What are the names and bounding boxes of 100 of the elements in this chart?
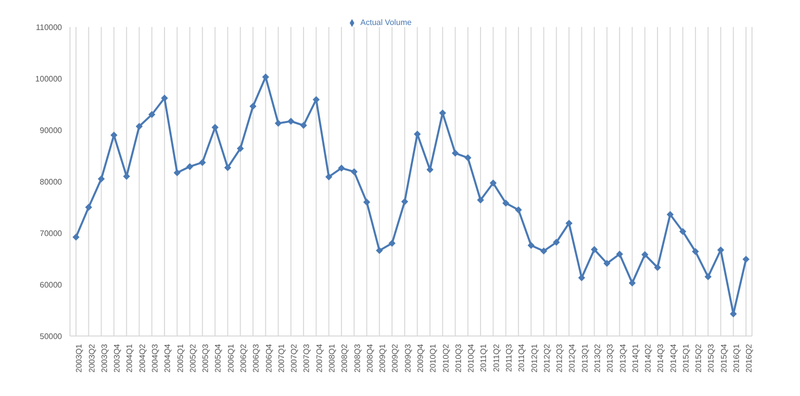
- point: [742, 256, 750, 263]
- x-tick-label: 2012Q3: [555, 343, 564, 372]
- y-tick-label: 60000: [40, 280, 63, 290]
- x-tick-label: 2014Q3: [656, 343, 666, 372]
- x-tick-label: 2005Q2: [188, 343, 198, 372]
- x-tick-label: 2006Q2: [239, 343, 248, 372]
- point: [464, 154, 472, 162]
- point: [603, 260, 610, 267]
- x-tick-label: 2006Q3: [252, 343, 261, 372]
- point: [160, 94, 168, 102]
- x-tick-label: 2005Q3: [201, 343, 210, 372]
- x-tick-label: 2013Q2: [592, 343, 602, 372]
- point: [338, 164, 345, 172]
- x-tick-label: 2013Q3: [606, 343, 615, 372]
- x-tick-label: 2010Q2: [441, 343, 450, 372]
- point: [514, 206, 522, 214]
- y-tick-label: 70000: [40, 228, 63, 238]
- point: [477, 196, 484, 204]
- point: [641, 251, 648, 258]
- x-tick-label: 2003Q1: [74, 343, 84, 372]
- point: [212, 124, 219, 131]
- x-tick-label: 2013Q1: [580, 343, 590, 372]
- x-tick-label: 2011Q1: [479, 343, 488, 372]
- y-tick-label: 80000: [40, 177, 63, 186]
- x-tick-label: 2014Q2: [644, 343, 653, 372]
- x-tick-label: 2014Q1: [630, 343, 640, 372]
- x-tick-label: 2009Q3: [403, 343, 412, 372]
- point: [376, 247, 383, 254]
- point: [198, 158, 206, 166]
- x-tick-label: 2012Q1: [530, 343, 539, 372]
- point: [692, 248, 699, 256]
- x-tick-label: 2007Q2: [290, 343, 299, 372]
- point: [628, 279, 636, 286]
- point: [540, 248, 548, 255]
- x-tick-label: 2009Q1: [378, 343, 388, 372]
- x-tick-label: 2013Q4: [618, 343, 628, 372]
- x-tick-label: 2007Q3: [302, 343, 312, 372]
- x-tick-label: 2016Q2: [744, 343, 754, 372]
- point: [452, 150, 459, 157]
- x-tick-label: 2010Q3: [454, 343, 463, 372]
- y-tick-label: 50000: [40, 332, 63, 341]
- x-tick-label: 2010Q4: [466, 343, 476, 372]
- x-tick-label: 2016Q1: [732, 343, 742, 372]
- legend-label: Actual Volume: [360, 18, 412, 27]
- x-tick-label: 2005Q4: [214, 343, 223, 372]
- x-tick-label: 2007Q4: [314, 343, 324, 372]
- point: [552, 238, 560, 246]
- x-tick-label: 2004Q4: [163, 343, 172, 372]
- point: [528, 242, 535, 249]
- point: [490, 180, 497, 187]
- x-tick-label: 2011Q2: [492, 343, 501, 372]
- point: [717, 246, 724, 254]
- point: [502, 200, 510, 207]
- x-tick-label: 2003Q3: [100, 343, 109, 372]
- x-tick-label: 2004Q3: [150, 343, 160, 372]
- point: [654, 264, 662, 272]
- point: [325, 173, 332, 180]
- x-tick-label: 2011Q4: [517, 343, 526, 372]
- point: [704, 273, 712, 280]
- x-tick-label: 2005Q1: [176, 343, 185, 372]
- point: [274, 120, 282, 127]
- point: [300, 122, 308, 129]
- x-tick-label: 2008Q2: [340, 343, 350, 372]
- point: [566, 220, 573, 227]
- x-tick-label: 2015Q1: [681, 343, 690, 372]
- x-tick-label: 2009Q2: [390, 343, 400, 372]
- y-tick-label: 110000: [36, 22, 63, 32]
- x-tick-label: 2003Q2: [87, 343, 96, 372]
- x-tick-label: 2006Q1: [226, 343, 236, 372]
- point: [236, 145, 244, 152]
- x-tick-label: 2012Q2: [542, 343, 552, 372]
- point: [136, 122, 143, 130]
- x-tick-label: 2006Q4: [264, 343, 274, 372]
- x-tick-label: 2008Q1: [328, 343, 337, 372]
- point: [98, 175, 105, 182]
- x-tick-label: 2010Q1: [428, 343, 438, 372]
- y-tick-label: 90000: [40, 126, 63, 135]
- x-tick-label: 2012Q4: [568, 343, 577, 372]
- point: [666, 210, 674, 218]
- point: [401, 198, 408, 206]
- x-tick-label: 2004Q1: [125, 343, 134, 372]
- point: [350, 168, 358, 176]
- point: [616, 250, 624, 258]
- x-tick-label: 2007Q1: [276, 343, 286, 372]
- y-tick-label: 100000: [35, 74, 63, 84]
- x-tick-label: 2008Q3: [352, 343, 362, 372]
- point: [578, 274, 586, 282]
- point: [224, 164, 232, 172]
- point: [679, 228, 686, 235]
- point: [590, 246, 598, 253]
- x-tick-label: 2011Q3: [504, 343, 514, 372]
- x-tick-label: 2015Q4: [719, 343, 728, 372]
- point: [85, 204, 92, 211]
- point: [186, 163, 194, 170]
- point: [287, 118, 294, 125]
- point: [388, 240, 396, 247]
- x-tick-label: 2014Q4: [668, 343, 678, 372]
- x-tick-label: 2003Q4: [112, 343, 122, 372]
- point: [249, 102, 256, 110]
- x-tick-label: 2015Q2: [694, 343, 704, 372]
